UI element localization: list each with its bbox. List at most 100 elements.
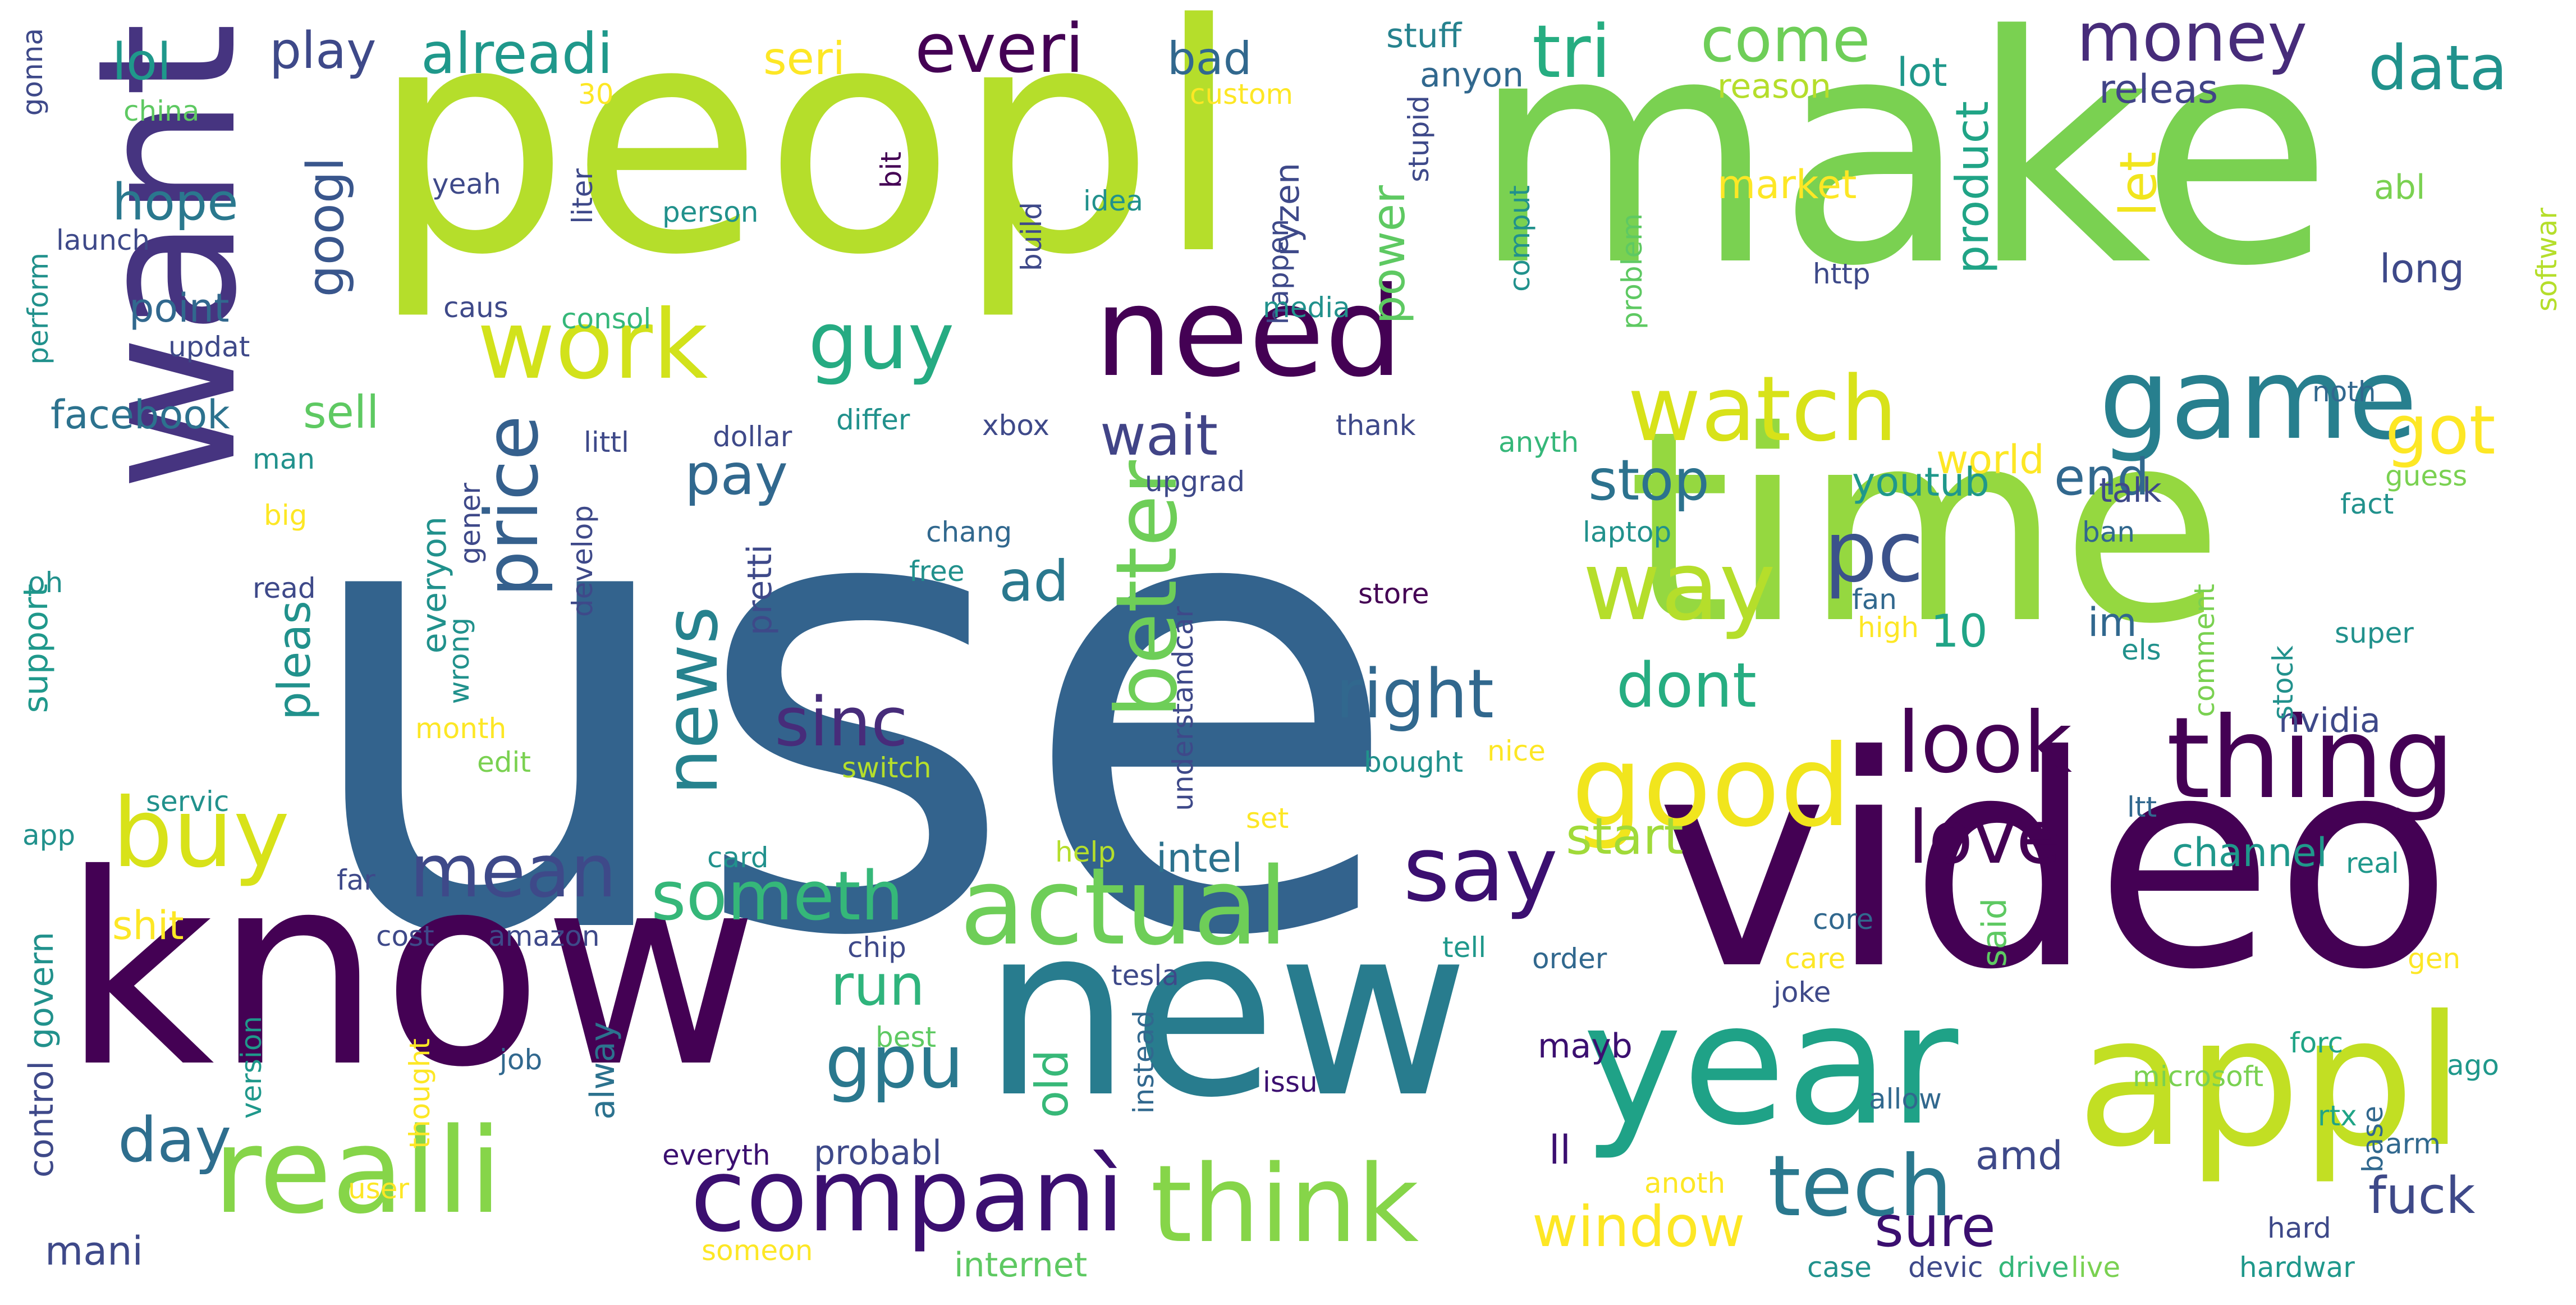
word-support: support	[16, 584, 56, 713]
word-gonna: gonna	[16, 28, 49, 116]
word-mayb: mayb	[1538, 1027, 1633, 1066]
word-hope: hope	[112, 173, 239, 232]
word-china: china	[123, 95, 199, 127]
word-core: core	[1813, 903, 1873, 936]
word-set: set	[1246, 802, 1289, 835]
word-ll: ll	[1549, 1127, 1571, 1173]
word-order: order	[1532, 942, 1607, 975]
word-card: card	[707, 841, 769, 874]
word-problem: problem	[1616, 213, 1648, 329]
word-youtub: youtub	[1852, 459, 1990, 505]
word-tell: tell	[1442, 931, 1486, 964]
word-govern: govern	[22, 932, 61, 1049]
word-dollar: dollar	[713, 420, 792, 453]
word-10: 10	[1931, 605, 1988, 657]
word-tesla: tesla	[1111, 959, 1179, 992]
word-xbox: xbox	[982, 409, 1049, 442]
word-seri: seri	[763, 33, 845, 85]
word-yeah: yeah	[432, 168, 501, 200]
word-stop: stop	[1588, 447, 1709, 513]
word-chip: chip	[847, 931, 906, 964]
word-softwar: softwar	[2531, 208, 2563, 312]
word-year: year	[1583, 967, 1960, 1162]
word-drive: drive	[1998, 1251, 2069, 1284]
word-nvidia: nvidia	[2279, 701, 2381, 740]
word-product: product	[1946, 101, 1999, 274]
word-caus: caus	[443, 291, 508, 324]
word-let: let	[2109, 152, 2168, 217]
word-30: 30	[578, 78, 614, 111]
word-instead: instead	[1127, 1010, 1160, 1114]
word-start: start	[1566, 807, 1684, 866]
word-switch: switch	[842, 752, 932, 784]
word-lol: lol	[112, 33, 171, 91]
word-market: market	[1717, 162, 1857, 208]
word-hard: hard	[2267, 1212, 2331, 1244]
word-anoth: anoth	[1644, 1167, 1725, 1199]
word-upgrad: upgrad	[1145, 465, 1245, 498]
word-gpu: gpu	[825, 1019, 964, 1105]
word-happen: happen	[1262, 219, 1295, 324]
word-help: help	[1055, 836, 1116, 868]
word-perform: perform	[22, 253, 54, 365]
word-appl: appl	[2077, 978, 2464, 1187]
word-job: job	[499, 1043, 542, 1076]
word-arm: arm	[2385, 1128, 2441, 1160]
word-microsoft: microsoft	[2133, 1060, 2263, 1093]
word-compan-: companì	[690, 1137, 1124, 1254]
word-game: game	[2099, 334, 2417, 465]
word-anyth: anyth	[1498, 426, 1579, 459]
word-mean: mean	[410, 828, 617, 914]
word-got: got	[2385, 392, 2496, 470]
word-build: build	[1015, 202, 1048, 271]
word-window: window	[1532, 1194, 1745, 1260]
word-idea: idea	[1083, 185, 1143, 217]
word-im: im	[2088, 599, 2137, 645]
word-internet: internet	[954, 1246, 1087, 1285]
word-case: case	[1807, 1251, 1872, 1284]
word-ltt: ltt	[2127, 791, 2157, 823]
word-gen: gen	[2408, 942, 2460, 975]
word-ago: ago	[2447, 1049, 2499, 1082]
word-littl: littl	[584, 426, 629, 459]
word-stuff: stuff	[1386, 16, 1463, 56]
word-free: free	[909, 555, 965, 588]
word-develop: develop	[566, 505, 599, 617]
word-guy: guy	[808, 296, 954, 387]
word-devic: devic	[1908, 1251, 1983, 1284]
word-oh: oh	[28, 566, 63, 599]
word-alreadi: alreadi	[421, 21, 613, 86]
word-bought: bought	[1364, 746, 1463, 779]
word-news: news	[649, 606, 734, 795]
word-cost: cost	[376, 920, 434, 953]
word-laptop: laptop	[1583, 516, 1671, 548]
word-joke: joke	[1773, 976, 1831, 1009]
word-edit: edit	[477, 746, 531, 779]
word-amd: amd	[1975, 1133, 2063, 1179]
word-new: new	[982, 875, 1469, 1150]
word-watch: watch	[1628, 356, 1897, 461]
word-person: person	[662, 196, 758, 228]
word-come: come	[1700, 4, 1871, 76]
word-tri: tri	[1532, 9, 1611, 94]
word-intel: intel	[1156, 835, 1243, 881]
word-money: money	[2077, 0, 2307, 77]
word-chang: chang	[926, 516, 1012, 548]
word-someth: someth	[651, 858, 904, 936]
word-way: way	[1583, 531, 1776, 642]
word-alway: alway	[583, 1022, 622, 1120]
word-store: store	[1358, 578, 1429, 610]
word-consol: consol	[561, 303, 651, 335]
word-everyth: everyth	[662, 1139, 771, 1171]
word-use: use	[292, 342, 1404, 1074]
word-anyon: anyon	[1420, 56, 1524, 95]
word-look: look	[1897, 694, 2072, 792]
word-good: good	[1571, 721, 1851, 852]
word-data: data	[2368, 32, 2508, 104]
word-nice: nice	[1487, 735, 1546, 767]
word-reason: reason	[1717, 67, 1831, 106]
word-want: want	[57, 22, 279, 491]
word-control: control	[22, 1061, 61, 1178]
word-liter: liter	[566, 168, 599, 224]
